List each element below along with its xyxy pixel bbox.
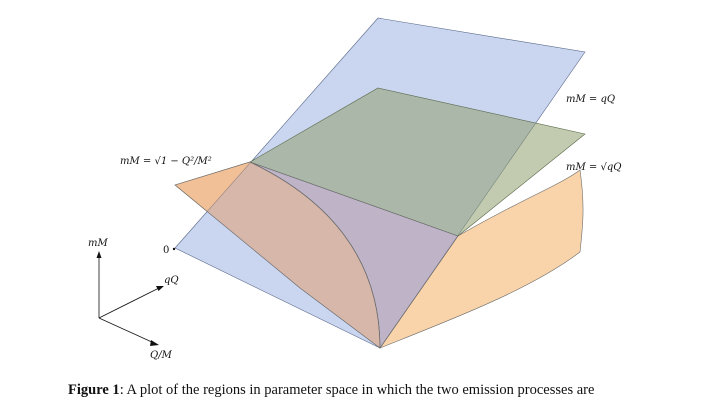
axis-qQ-arrowhead xyxy=(156,286,164,291)
axis-QM-line xyxy=(98,317,155,344)
axis-QM-label: Q/M xyxy=(150,350,173,361)
label-zero: 0 xyxy=(163,245,169,256)
axis-qQ-line xyxy=(98,287,160,319)
label-mM-sqrt-qQ: mM = √qQ xyxy=(566,162,621,173)
figure-caption: Figure 1: A plot of the regions in param… xyxy=(68,382,708,399)
axis-QM-arrowhead xyxy=(150,340,159,346)
caption-label: Figure 1 xyxy=(68,382,120,398)
caption-text: : A plot of the regions in parameter spa… xyxy=(119,382,595,398)
ridge-edge xyxy=(379,235,459,349)
axis-mM-label: mM xyxy=(88,238,108,249)
label-mM-qQ: mM = qQ xyxy=(566,94,615,105)
curve-edge xyxy=(249,161,381,349)
axis-mM-arrowhead xyxy=(96,251,102,258)
origin-dot xyxy=(172,247,176,251)
axis-qQ-label: qQ xyxy=(164,275,179,286)
label-mM-sqrt: mM = √1 − Q²/M² xyxy=(120,156,212,167)
